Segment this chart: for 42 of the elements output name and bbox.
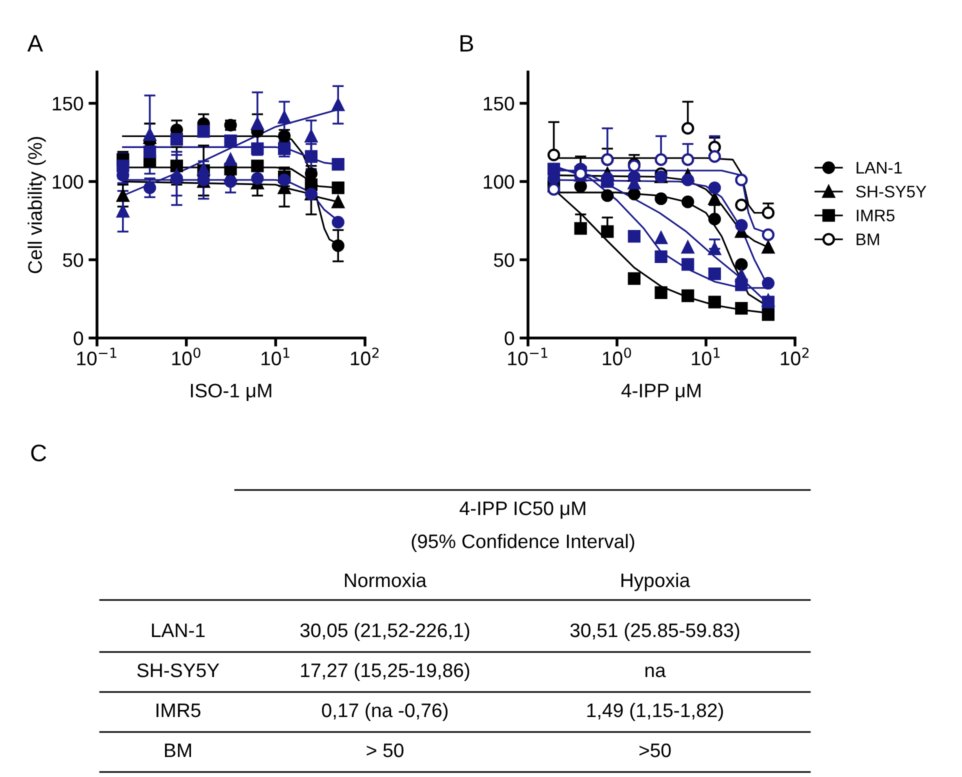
x-tick-label: 10$^{−1}$ (77, 348, 116, 366)
y-tick-label: 150 (52, 96, 84, 111)
chart-title: A (27, 35, 44, 52)
x-tick-label: 10$^{2}$ (350, 348, 379, 366)
category-label: BM (165, 744, 191, 758)
text: 0,17 (na -0,76) (322, 702, 448, 722)
category-label: IMR5 (156, 704, 200, 718)
x-tick-label: 10$^{2}$ (780, 348, 809, 366)
category-label: Normoxia (345, 572, 427, 588)
text: 4-IPP IC50 μM (460, 501, 586, 519)
category-label: Hypoxia (621, 572, 690, 592)
y-tick-label: 150 (484, 96, 514, 111)
y-tick-label: 100 (484, 174, 514, 189)
x-tick-label: 10$^{1}$ (692, 348, 720, 366)
legend-label: BM (856, 234, 879, 246)
y-tick-label: 50 (494, 253, 514, 267)
text: 1,49 (1,15-1,82) (587, 702, 723, 722)
text: >50 (639, 743, 671, 758)
legend-label: LAN-1 (856, 162, 902, 174)
legend-label: IMR5 (856, 210, 894, 222)
text: (95% Confidence Interval) (412, 534, 634, 552)
y-axis-title: Cell viability (%) (28, 137, 46, 274)
x-axis-title: ISO-1 μM (191, 384, 272, 402)
chart-title: B (460, 35, 474, 52)
text: na (645, 666, 666, 678)
text: C (31, 444, 46, 462)
x-tick-label: 10$^{1}$ (262, 348, 290, 366)
x-tick-label: 10$^{−1}$ (508, 348, 548, 366)
y-tick-label: 0 (504, 331, 514, 346)
x-tick-label: 10$^{0}$ (602, 348, 632, 366)
category-label: LAN-1 (152, 624, 205, 638)
y-tick-label: 0 (74, 331, 84, 346)
y-tick-label: 100 (52, 174, 84, 189)
x-axis-title: 4-IPP μM (621, 384, 700, 402)
y-tick-label: 50 (62, 253, 84, 267)
text: 30,51 (25.85-59.83) (570, 622, 740, 642)
text: > 50 (366, 743, 404, 758)
category-label: SH-SY5Y (137, 663, 220, 678)
x-tick-label: 10$^{0}$ (172, 348, 200, 366)
legend-label: SH-SY5Y (856, 186, 926, 198)
text: 17,27 (15,25-19,86) (301, 662, 470, 682)
text: 30,05 (21,52-226,1) (300, 622, 470, 642)
